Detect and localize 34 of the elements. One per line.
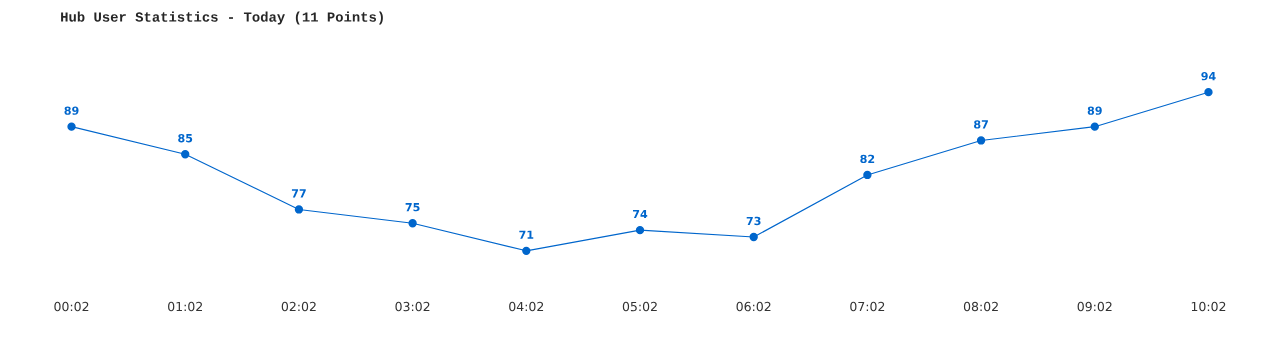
data-label: 94 <box>1201 71 1216 81</box>
point <box>181 150 190 159</box>
point <box>408 219 417 228</box>
point <box>294 205 304 214</box>
x-tick-label: 01:02 <box>168 301 202 312</box>
data-label: 71 <box>519 230 534 239</box>
data-label: 85 <box>178 133 193 143</box>
data-label: 89 <box>64 106 79 115</box>
point <box>1204 87 1213 97</box>
point <box>67 122 76 131</box>
x-tick-label: 02:02 <box>281 301 316 312</box>
data-label: 77 <box>291 189 306 198</box>
point <box>976 136 986 145</box>
data-label: 82 <box>860 154 875 164</box>
data-label: 75 <box>405 203 420 212</box>
x-tick-label: 04:02 <box>509 301 544 312</box>
point <box>863 170 872 180</box>
point <box>1090 122 1099 131</box>
x-tick-label: 05:02 <box>622 301 657 312</box>
x-tick-label: 00:02 <box>54 301 89 312</box>
data-label: 89 <box>1087 106 1102 115</box>
x-tick-label: 06:02 <box>736 301 771 312</box>
x-tick-label: 07:02 <box>850 301 885 312</box>
data-label: 73 <box>746 216 761 226</box>
data-label: 87 <box>974 120 988 129</box>
x-tick-label: 03:02 <box>395 301 430 312</box>
x-tick-label: 10:02 <box>1191 301 1226 312</box>
point <box>635 225 645 235</box>
chart-title: Hub User Statistics - Today (11 Points) <box>61 11 383 25</box>
x-tick-label: 09:02 <box>1077 301 1112 312</box>
point <box>522 246 531 256</box>
data-label: 74 <box>633 210 648 219</box>
point <box>749 232 758 242</box>
x-tick-label: 08:02 <box>963 301 998 312</box>
